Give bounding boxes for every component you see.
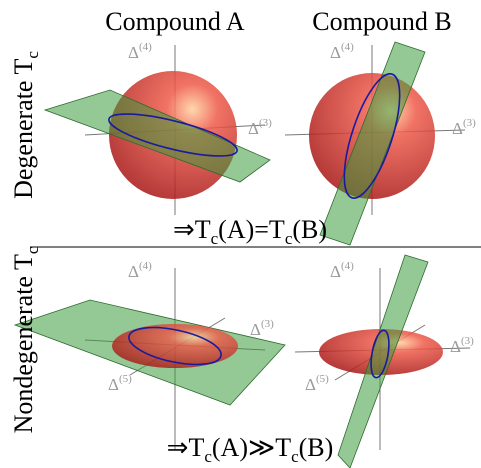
axis-label: Δ(5)	[108, 373, 132, 394]
text-part: (4)	[139, 41, 152, 53]
axis-label: Δ(3)	[450, 335, 474, 356]
text-part: (3)	[261, 318, 274, 330]
text-part: Δ	[330, 262, 341, 281]
text-part: Degenerate T	[9, 59, 38, 199]
ellipsoid	[112, 324, 238, 368]
axis-label: Δ(3)	[452, 117, 476, 138]
axis-label: Δ(3)	[248, 117, 272, 138]
text-part: (B)	[292, 215, 327, 244]
panel-a-degenerate	[45, 45, 270, 215]
text-part: (5)	[316, 373, 329, 385]
axis-label: Δ(4)	[128, 260, 152, 281]
text-part: (A)≫T	[212, 433, 291, 462]
text-part: Δ	[452, 119, 463, 138]
text-part: Nondegenerate T	[9, 254, 38, 433]
text-part: Δ	[108, 375, 119, 394]
axis-label: Δ(4)	[128, 41, 152, 62]
text-part: (B)	[299, 433, 334, 462]
axis-label: Δ(4)	[330, 260, 354, 281]
text-part: ⇒T	[173, 215, 211, 244]
row-label: Nondegenerate Tc	[9, 246, 42, 433]
text-part: (4)	[341, 260, 354, 272]
row-label: Degenerate Tc	[9, 51, 42, 199]
text-part: Δ	[330, 43, 341, 62]
axis-label: Δ(5)	[305, 373, 329, 394]
text-part: Δ	[250, 320, 261, 339]
axis-label: Δ(4)	[330, 41, 354, 62]
text-part: Δ	[305, 375, 316, 394]
text-part: c	[23, 51, 42, 59]
text-part: c	[23, 246, 42, 254]
text-part: (A)=T	[218, 215, 285, 244]
text-part: Δ	[128, 43, 139, 62]
column-header: Compound B	[312, 7, 451, 36]
text-part: Δ	[128, 262, 139, 281]
text-part: (3)	[461, 335, 474, 347]
text-part: Δ	[248, 119, 259, 138]
text-part: ⇒T	[167, 433, 205, 462]
conclusion: ⇒Tc(A)=Tc(B)	[173, 215, 327, 248]
text-part: (5)	[119, 373, 132, 385]
axis-label: Δ(3)	[250, 318, 274, 339]
text-part: (3)	[259, 117, 272, 129]
panel-a-nondegenerate	[15, 268, 285, 450]
column-header: Compound A	[105, 7, 245, 36]
conclusion: ⇒Tc(A)≫Tc(B)	[167, 433, 334, 466]
text-part: (4)	[139, 260, 152, 272]
figure: Compound A Compound B Degenerate Tc Nond…	[0, 0, 481, 468]
text-part: Δ	[450, 337, 461, 356]
text-part: (3)	[463, 117, 476, 129]
text-part: (4)	[341, 41, 354, 53]
